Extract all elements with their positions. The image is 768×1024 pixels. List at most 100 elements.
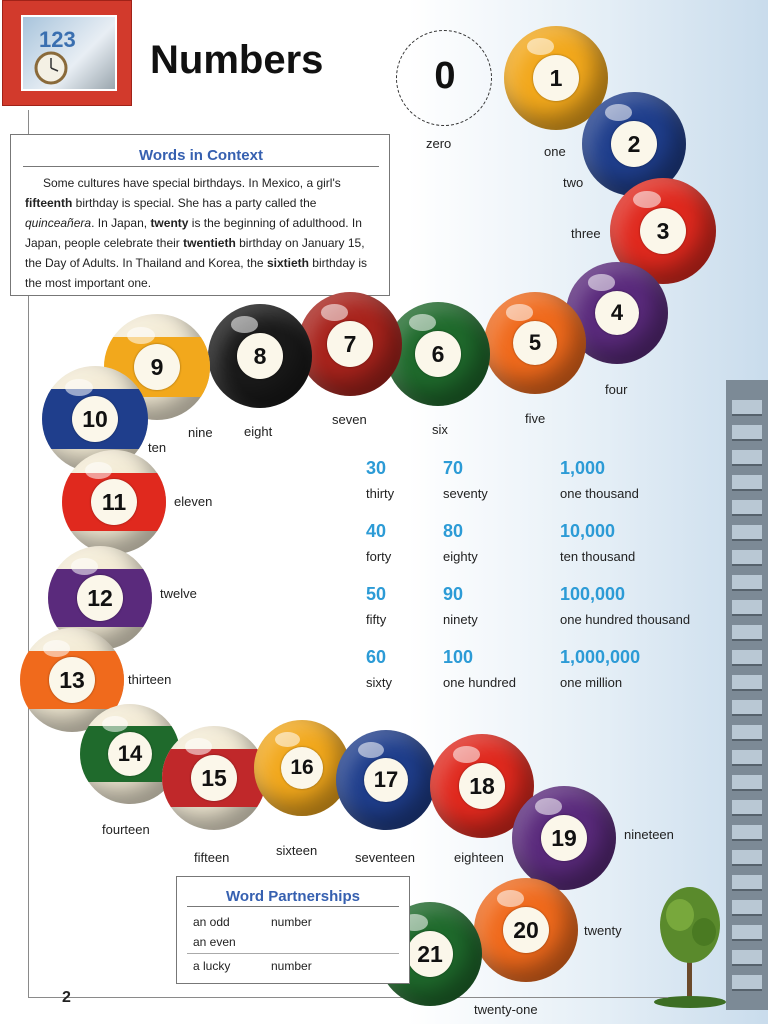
ball-number-spot [594, 290, 640, 336]
context-text-run: Some cultures have special birthdays. In… [43, 176, 341, 190]
large-number-word: one hundred thousand [560, 612, 691, 627]
large-number-word: eighty [443, 549, 478, 564]
clock-icon [34, 51, 68, 85]
ball-highlight [320, 304, 348, 322]
ball-highlight [452, 746, 480, 764]
large-number: 1,000 [560, 458, 606, 478]
billiard-ball-5: 5 [484, 292, 586, 394]
ball-highlight [84, 462, 112, 480]
billiard-ball-15: 15 [162, 726, 266, 830]
ball-number: 13 [59, 666, 85, 693]
ball-number: 12 [87, 584, 113, 611]
thumbnail-image: 123 [21, 15, 117, 91]
words-in-context-text: Some cultures have special birthdays. In… [25, 173, 381, 293]
number-word-one: one [544, 144, 566, 159]
large-number: 100 [443, 647, 474, 667]
page-bottom-line [28, 997, 668, 998]
building-window [732, 600, 762, 616]
ball-highlight [633, 190, 661, 208]
context-text-run: birthday is the most important one. [25, 256, 367, 290]
number-word-fifteen: fifteen [194, 850, 230, 865]
large-number-word: ninety [443, 612, 478, 627]
large-number: 30 [366, 458, 387, 478]
page-number: 2 [62, 989, 71, 1006]
ball-number: 20 [513, 916, 539, 943]
building-window [732, 575, 762, 591]
context-text-run: quinceañera [25, 216, 92, 230]
large-number: 10,000 [560, 521, 616, 541]
partnership-item: an odd [193, 915, 230, 929]
ball-number: 19 [551, 824, 577, 851]
context-text-run: fifteenth [25, 196, 73, 210]
building-window [732, 825, 762, 841]
billiard-ball-3: 3 [610, 178, 716, 284]
ball-highlight [526, 38, 554, 56]
building-window [732, 800, 762, 816]
number-word-twenty: twenty [584, 923, 622, 938]
ball-number: 2 [627, 130, 641, 157]
ball-number-spot [49, 657, 95, 703]
building-window [732, 550, 762, 566]
ball-highlight [184, 738, 212, 756]
large-number: 90 [443, 584, 464, 604]
word-partnerships-box: Word Partnerships an odd number an even … [176, 876, 410, 984]
ball-number: 8 [253, 342, 267, 369]
building-window [732, 625, 762, 641]
number-word-twelve: twelve [160, 586, 197, 601]
ball-number-spot [611, 121, 657, 167]
partnership-divider [187, 953, 399, 954]
number-word-four: four [605, 382, 628, 397]
number-word-two: two [563, 175, 584, 190]
number-word-seventeen: seventeen [355, 850, 415, 865]
building-window [732, 775, 762, 791]
building-window [732, 900, 762, 916]
building-window [732, 675, 762, 691]
ball-number-spot [533, 55, 579, 101]
ball-highlight [127, 326, 155, 344]
large-number-word: ten thousand [560, 549, 636, 564]
ball-number-spot [364, 758, 408, 802]
partnership-item: a lucky [193, 959, 231, 973]
ball-number: 7 [343, 330, 357, 357]
building-window [732, 475, 762, 491]
ball-number-spot [415, 331, 461, 377]
building-window [732, 925, 762, 941]
ball-number: 21 [417, 940, 443, 967]
ball-number: 16 [290, 756, 314, 779]
ball-highlight [230, 316, 258, 334]
billiard-ball-2: 2 [582, 92, 686, 196]
ball-number: 4 [610, 300, 624, 325]
ball-number: 5 [528, 330, 542, 355]
large-number-word: forty [366, 549, 392, 564]
ball-number-spot [108, 732, 152, 776]
ball-number-spot [133, 343, 181, 391]
word-partnerships-heading: Word Partnerships [187, 888, 399, 907]
number-word-eight: eight [244, 424, 273, 439]
large-number: 100,000 [560, 584, 626, 604]
ball-number: 3 [656, 217, 670, 244]
ball-number-spot [639, 207, 687, 255]
zero-digit: 0 [434, 55, 456, 97]
context-text-run: birthday on January 15, the Day of Adult… [25, 236, 365, 270]
large-number-word: sixty [366, 675, 392, 690]
number-word-nine: nine [188, 425, 213, 440]
tree-image [654, 887, 726, 1008]
ball-highlight [102, 716, 128, 732]
ball-number-spot [280, 746, 324, 790]
page-margin-line [28, 110, 29, 998]
large-number-word: one million [560, 675, 623, 690]
ball-number-spot [71, 395, 119, 443]
ball-highlight [358, 742, 384, 758]
billiard-ball-7: 7 [298, 292, 402, 396]
partnership-item: number [271, 915, 312, 929]
building-window [732, 975, 762, 991]
number-word-thirteen: thirteen [128, 672, 172, 687]
building-window [732, 850, 762, 866]
building-window [732, 750, 762, 766]
large-number: 70 [443, 458, 464, 478]
number-word-twenty-one: twenty-one [474, 1002, 538, 1017]
building-window [732, 450, 762, 466]
billiard-ball-18: 18 [430, 734, 534, 838]
number-word-eighteen: eighteen [454, 850, 504, 865]
ball-highlight [496, 890, 524, 908]
